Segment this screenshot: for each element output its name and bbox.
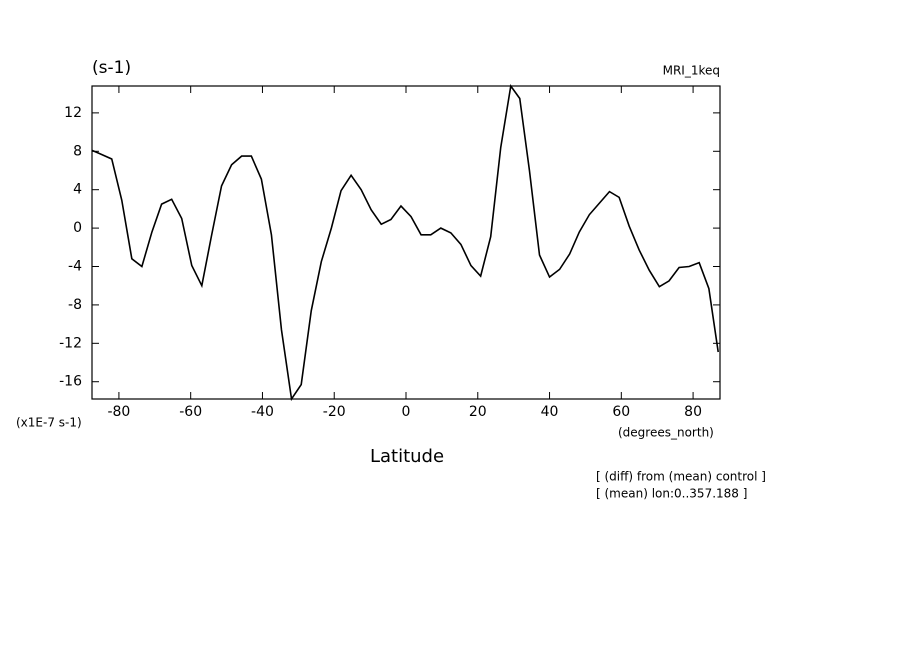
- x-tick-label: 20: [469, 404, 487, 420]
- x-axis-label: Latitude: [370, 446, 444, 467]
- y-tick-label: -16: [59, 374, 82, 390]
- y-tick-label: -4: [68, 259, 82, 275]
- y-tick-label: -12: [59, 335, 82, 351]
- x-tick-label: -20: [323, 404, 346, 420]
- x-tick-label: 60: [612, 404, 630, 420]
- x-tick-label: -60: [179, 404, 202, 420]
- chart-subtitle: MRI_1keq: [663, 64, 720, 78]
- x-tick-label: -80: [107, 404, 130, 420]
- x-tick-label: 80: [684, 404, 702, 420]
- y-tick-label: 12: [64, 105, 82, 121]
- x-tick-label: 40: [541, 404, 559, 420]
- y-tick-label: 4: [73, 182, 82, 198]
- y-tick-label: 0: [73, 220, 82, 236]
- x-tick-label: -40: [251, 404, 274, 420]
- chart-title: (s-1): [92, 58, 131, 78]
- x-unit-label: (degrees_north): [618, 426, 714, 440]
- annotation: [ (mean) lon:0..357.188 ]: [596, 487, 747, 501]
- data-line: [91, 83, 719, 402]
- y-tick-label: -8: [68, 297, 82, 313]
- y-unit-label: (x1E-7 s-1): [16, 416, 82, 430]
- x-tick-label: 0: [402, 404, 411, 420]
- annotation: [ (diff) from (mean) control ]: [596, 470, 766, 484]
- y-tick-label: 8: [73, 143, 82, 159]
